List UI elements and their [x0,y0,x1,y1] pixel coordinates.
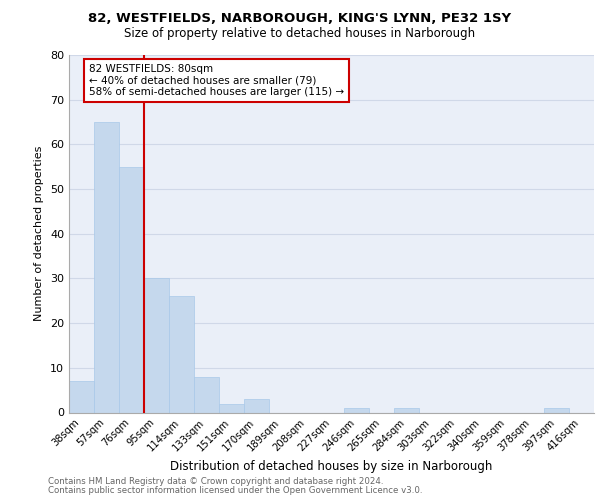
Y-axis label: Number of detached properties: Number of detached properties [34,146,44,322]
Bar [219,404,244,412]
Bar [244,399,269,412]
Bar [394,408,419,412]
Bar [69,381,94,412]
X-axis label: Distribution of detached houses by size in Narborough: Distribution of detached houses by size … [170,460,493,473]
Bar [544,408,569,412]
Bar [144,278,169,412]
Bar [344,408,369,412]
Text: Contains HM Land Registry data © Crown copyright and database right 2024.: Contains HM Land Registry data © Crown c… [48,477,383,486]
Bar [169,296,194,412]
Bar [119,166,144,412]
Text: Size of property relative to detached houses in Narborough: Size of property relative to detached ho… [124,28,476,40]
Text: Contains public sector information licensed under the Open Government Licence v3: Contains public sector information licen… [48,486,422,495]
Bar [194,377,219,412]
Text: 82 WESTFIELDS: 80sqm
← 40% of detached houses are smaller (79)
58% of semi-detac: 82 WESTFIELDS: 80sqm ← 40% of detached h… [89,64,344,97]
Bar [94,122,119,412]
Text: 82, WESTFIELDS, NARBOROUGH, KING'S LYNN, PE32 1SY: 82, WESTFIELDS, NARBOROUGH, KING'S LYNN,… [88,12,512,26]
